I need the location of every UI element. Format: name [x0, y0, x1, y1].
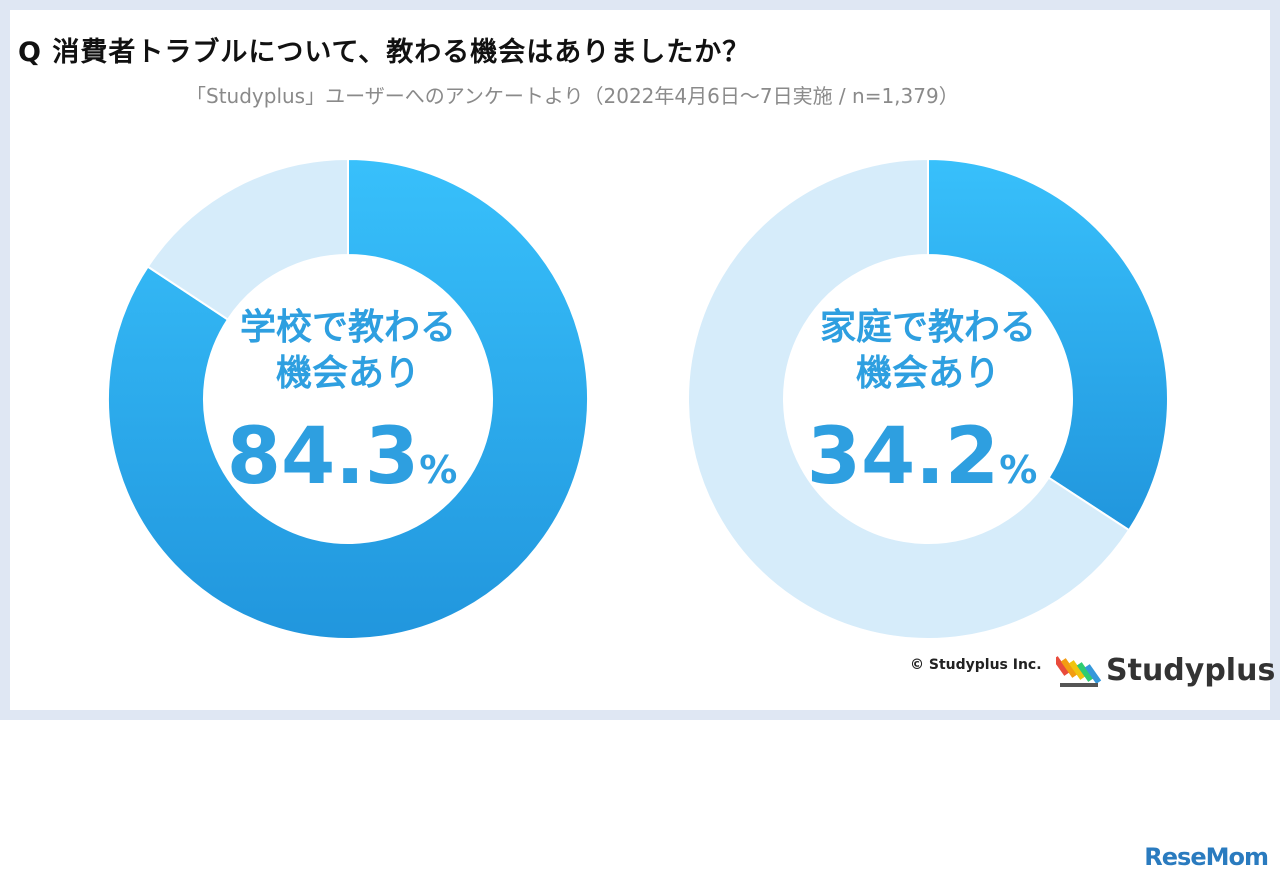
donut-label-line1: 学校で教わる — [240, 306, 456, 348]
donut-label-line1: 家庭で教わる — [820, 307, 1036, 348]
studyplus-logo-icon — [1056, 656, 1102, 687]
copyright-text: © Studyplus Inc. — [910, 657, 1042, 673]
donut-value-label: 84.3% — [227, 412, 458, 502]
donut-slice-rest — [687, 157, 1131, 640]
question-title: Q 消費者トラブルについて、教わる機会はありましたか？ — [18, 37, 751, 68]
resemom-watermark: ReseMom — [1144, 843, 1269, 871]
donut-value-number: 84.3 — [227, 412, 419, 502]
donut-slice-rest — [146, 157, 349, 321]
survey-subtitle: 「Studyplus」ユーザーへのアンケートより（2022年4月6日〜7日実施 … — [186, 84, 959, 108]
donut-slice-yes — [927, 157, 1169, 532]
donut-value-unit: % — [999, 448, 1037, 492]
studyplus-logo: Studyplus — [1056, 650, 1275, 690]
donut-label-line2: 機会あり — [856, 353, 1000, 394]
donut-slice-yes — [107, 157, 589, 640]
donut-value-unit: % — [419, 448, 457, 492]
donut-value-number: 34.2 — [807, 412, 999, 502]
donut-value-label: 34.2% — [807, 412, 1038, 502]
donut-label-line2: 機会あり — [276, 353, 420, 394]
brand-name: Studyplus — [1106, 652, 1276, 688]
